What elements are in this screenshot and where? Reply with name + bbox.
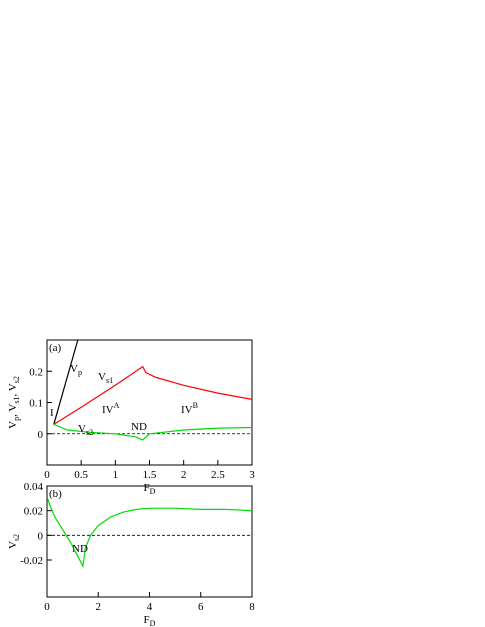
plot-frame: [46, 339, 253, 466]
annotation: IVB: [181, 401, 198, 416]
x-tick-label: 2: [96, 601, 102, 613]
label-sub: p: [12, 417, 21, 421]
label-sub: s2: [86, 428, 93, 437]
label-sub: D: [150, 619, 156, 627]
x-tick-label: 8: [249, 601, 255, 613]
label-text: IV: [102, 404, 114, 416]
panel-label: (a): [49, 342, 62, 354]
x-tick-label: 0: [44, 469, 50, 481]
label-text: ND: [131, 421, 147, 433]
annotation: Vs1: [98, 371, 113, 385]
y-tick-label: 0: [38, 530, 44, 542]
label-sup: B: [193, 401, 198, 410]
label-sub: p: [78, 368, 82, 377]
x-axis-label: FD: [144, 614, 156, 627]
x-axis-label: FD: [144, 482, 156, 496]
panel-label: (b): [49, 488, 62, 500]
label-sub: s2: [12, 376, 21, 383]
label-text: , V: [7, 383, 19, 396]
x-tick-label: 2: [181, 469, 187, 481]
label-text: V: [70, 363, 78, 375]
y-tick-label: 0.1: [29, 398, 43, 410]
label-sub: s2: [12, 534, 21, 541]
plot-frame: [46, 485, 253, 598]
series-line: [53, 423, 252, 441]
x-tick-label: 6: [198, 601, 204, 613]
label-sub: s1: [106, 376, 113, 385]
y-tick-label: -0.02: [20, 555, 43, 567]
annotation: ND: [131, 421, 147, 433]
y-tick-label: 0.04: [24, 481, 44, 493]
label-text: V: [78, 423, 86, 435]
series-line: [47, 498, 252, 569]
annotation: IVA: [102, 401, 120, 416]
label-text: V: [7, 541, 19, 549]
label-sub: D: [150, 487, 156, 496]
annotation: Vp: [70, 363, 82, 377]
annotation: ND: [72, 543, 88, 555]
label-text: ND: [72, 543, 88, 555]
label-text: F: [144, 614, 150, 626]
x-tick-label: 2.5: [211, 469, 225, 481]
y-axis-label: Vs2: [7, 534, 21, 549]
label-sup: A: [114, 401, 120, 410]
x-tick-label: 0: [44, 601, 50, 613]
y-tick-label: 0.2: [29, 366, 43, 378]
x-tick-label: 1: [113, 469, 119, 481]
y-tick-label: 0.02: [24, 506, 43, 518]
series-line: [53, 365, 252, 425]
annotation: I: [50, 407, 54, 419]
y-axis-label: Vp, Vs1, Vs2: [7, 376, 21, 429]
label-text: IV: [181, 404, 193, 416]
label-sub: s1: [12, 397, 21, 404]
label-text: V: [7, 421, 19, 429]
label-text: , V: [7, 404, 19, 417]
x-tick-label: 3: [249, 469, 255, 481]
x-tick-label: 0.5: [74, 469, 88, 481]
annotation: Vs2: [78, 423, 93, 437]
label-text: F: [144, 482, 150, 494]
label-text: I: [50, 407, 54, 419]
x-tick-label: 4: [147, 601, 153, 613]
label-text: V: [98, 371, 106, 383]
x-tick-label: 1.5: [143, 469, 157, 481]
series-line: [53, 340, 79, 425]
y-tick-label: 0: [38, 429, 44, 441]
